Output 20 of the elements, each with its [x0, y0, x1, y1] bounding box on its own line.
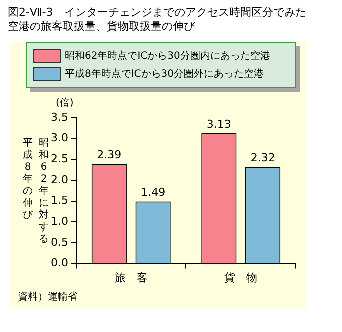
y-tick-label: 1.5: [50, 194, 68, 208]
y-tick-label: 3.5: [50, 110, 68, 124]
data-label: 3.13: [206, 118, 232, 131]
chart-title: 図2-Ⅶ-3 インターチェンジまでのアクセス時間区分でみた空港の旅客取扱量、貨物取扱量の伸び: [8, 6, 308, 34]
y-tick-label: 0.0: [50, 256, 68, 270]
y-tick-label: 1.0: [50, 215, 68, 228]
y-tick-label: 2.5: [50, 152, 68, 166]
x-tick-label: 貨 物: [224, 271, 258, 284]
legend-label: 平成8年時点でICから30分圏外にあった空港: [65, 68, 264, 81]
data-label: 2.39: [97, 148, 122, 162]
text: 昭和62年に対する平成8年の伸び: [23, 138, 49, 245]
data-label: 1.49: [141, 186, 166, 200]
text: (倍): [56, 96, 74, 110]
legend-label: 昭和62年時点でICから30分圏内にあった空港: [65, 50, 270, 63]
x-tick-label: 旅 客: [114, 271, 148, 284]
data-label: 2.32: [250, 152, 276, 165]
y-tick-label: 0.5: [50, 236, 68, 249]
y-tick-label: 3.0: [50, 132, 68, 145]
text: 資料）運輸省: [17, 290, 79, 304]
y-tick-label: 2.0: [50, 173, 68, 186]
